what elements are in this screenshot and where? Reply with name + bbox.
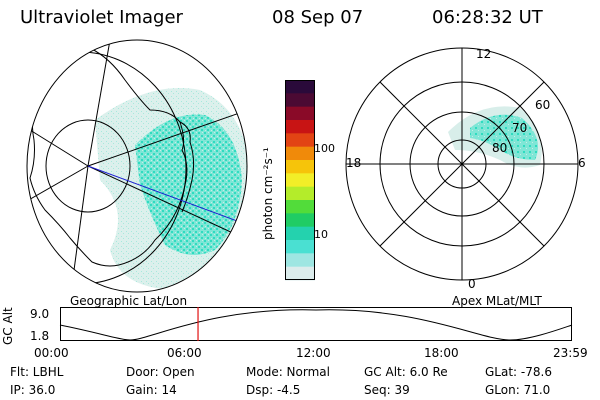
alt-xtick-0000: 00:00 — [34, 346, 69, 360]
alt-ytick-high: 9.0 — [30, 307, 50, 321]
colorbar-stripe — [285, 80, 315, 94]
colorbar-stripe — [285, 106, 315, 121]
colorbar-stripe — [285, 120, 315, 134]
colorbar-stripe — [285, 240, 315, 254]
colorbar-stripe — [285, 146, 315, 161]
glat-info: GLat: -78.6 — [485, 365, 552, 379]
latitude-circle-inner — [45, 119, 131, 213]
colorbar-tick-100: 100 — [314, 142, 335, 155]
terminator-line — [87, 165, 247, 226]
alt-ylabel: GC Alt — [1, 307, 15, 345]
meridian — [87, 165, 247, 241]
altitude-curve — [59, 309, 573, 341]
polar-diagonal — [379, 81, 545, 247]
altitude-plot-frame — [60, 307, 572, 341]
colorbar-stripe — [285, 173, 315, 188]
colorbar-stripe — [285, 186, 315, 201]
dsp-info: Dsp: -4.5 — [246, 383, 301, 397]
colorbar-frame — [285, 80, 315, 280]
colorbar-stripe — [285, 266, 315, 281]
colorbar — [285, 80, 315, 281]
meridian — [27, 165, 89, 206]
mlt-label-6: 6 — [578, 156, 586, 170]
polar-aurora-bright — [470, 114, 539, 160]
time-label: 06:28:32 UT — [432, 7, 543, 28]
colorbar-stripe — [285, 226, 315, 241]
alt-xtick-1800: 18:00 — [424, 346, 459, 360]
mlt-label-12: 12 — [476, 47, 492, 61]
alt-xtick-1200: 12:00 — [296, 346, 331, 360]
gain-info: Gain: 14 — [126, 383, 177, 397]
alt-xtick-2359: 23:59 — [553, 346, 588, 360]
aurora-bright-region — [135, 114, 242, 255]
instrument-title: Ultraviolet Imager — [20, 7, 183, 28]
colorbar-stripe — [285, 93, 315, 108]
mlat-label-70: 70 — [512, 121, 528, 135]
altitude-plot — [59, 307, 573, 341]
mlt-label-18: 18 — [346, 156, 362, 170]
mlat-label-80: 80 — [492, 141, 508, 155]
door-info: Door: Open — [126, 365, 195, 379]
alt-ytick-low: 1.8 — [30, 329, 50, 343]
coastline — [29, 40, 188, 267]
colorbar-tick-10: 10 — [314, 228, 328, 241]
seq-info: Seq: 39 — [364, 383, 410, 397]
geo-map-border — [26, 39, 248, 293]
meridian — [87, 109, 247, 167]
geo-map-label: Geographic Lat/Lon — [70, 294, 188, 308]
alt-xtick-0600: 06:00 — [167, 346, 202, 360]
colorbar-stripe — [285, 213, 315, 228]
polar-plot-label: Apex MLat/MLT — [452, 294, 542, 308]
colorbar-stripe — [285, 200, 315, 214]
coastline-detail — [179, 121, 195, 213]
meridian — [87, 40, 111, 167]
mlt-label-0: 0 — [468, 277, 476, 291]
mlat-label-60: 60 — [535, 98, 551, 112]
mode-info: Mode: Normal — [246, 365, 330, 379]
filter-info: Flt: LBHL — [10, 365, 64, 379]
date-label: 08 Sep 07 — [272, 7, 364, 28]
gc-alt-info: GC Alt: 6.0 Re — [364, 365, 448, 379]
meridian — [29, 129, 89, 167]
ip-info: IP: 36.0 — [10, 383, 56, 397]
colorbar-stripe — [285, 160, 315, 174]
colorbar-stripe — [285, 133, 315, 148]
glon-info: GLon: 71.0 — [485, 383, 551, 397]
colorbar-stripe — [285, 253, 315, 268]
